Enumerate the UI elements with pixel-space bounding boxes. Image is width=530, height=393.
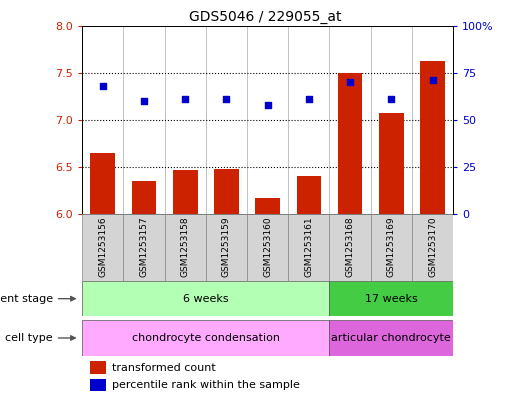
Bar	[123, 214, 165, 281]
Text: transformed count: transformed count	[112, 362, 216, 373]
Point	[181, 96, 189, 102]
Bar	[173, 170, 198, 214]
Bar	[247, 214, 288, 281]
Point	[428, 77, 437, 83]
Bar	[165, 214, 206, 281]
Bar	[379, 113, 404, 214]
Text: percentile rank within the sample: percentile rank within the sample	[112, 380, 299, 390]
Bar	[420, 61, 445, 214]
Text: GSM1253160: GSM1253160	[263, 216, 272, 277]
Bar	[214, 169, 239, 214]
Bar	[255, 198, 280, 214]
Text: cell type: cell type	[5, 333, 53, 343]
Point	[222, 96, 231, 102]
Text: GSM1253158: GSM1253158	[181, 216, 190, 277]
Bar	[288, 214, 330, 281]
Text: chondrocyte condensation: chondrocyte condensation	[132, 333, 280, 343]
Text: GSM1253157: GSM1253157	[139, 216, 148, 277]
Text: GDS5046 / 229055_at: GDS5046 / 229055_at	[189, 10, 341, 24]
Text: development stage: development stage	[0, 294, 53, 304]
Text: GSM1253170: GSM1253170	[428, 216, 437, 277]
Text: GSM1253159: GSM1253159	[222, 216, 231, 277]
Bar	[338, 73, 363, 214]
Text: 6 weeks: 6 weeks	[183, 294, 228, 304]
Bar	[206, 214, 247, 281]
Point	[346, 79, 355, 85]
Bar	[370, 214, 412, 281]
Bar	[82, 214, 123, 281]
Point	[140, 98, 148, 104]
Bar	[330, 320, 453, 356]
Bar	[330, 214, 370, 281]
Point	[263, 102, 272, 108]
Bar	[82, 320, 330, 356]
Bar	[90, 379, 107, 391]
Bar	[412, 214, 453, 281]
Point	[387, 96, 395, 102]
Bar	[131, 181, 156, 214]
Bar	[82, 281, 330, 316]
Point	[99, 83, 107, 89]
Point	[305, 96, 313, 102]
Text: articular chondrocyte: articular chondrocyte	[331, 333, 451, 343]
Bar	[91, 153, 115, 214]
Bar	[90, 361, 107, 373]
Text: GSM1253156: GSM1253156	[98, 216, 107, 277]
Text: GSM1253161: GSM1253161	[304, 216, 313, 277]
Bar	[296, 176, 321, 214]
Text: GSM1253168: GSM1253168	[346, 216, 355, 277]
Text: GSM1253169: GSM1253169	[387, 216, 396, 277]
Text: 17 weeks: 17 weeks	[365, 294, 418, 304]
Bar	[330, 281, 453, 316]
